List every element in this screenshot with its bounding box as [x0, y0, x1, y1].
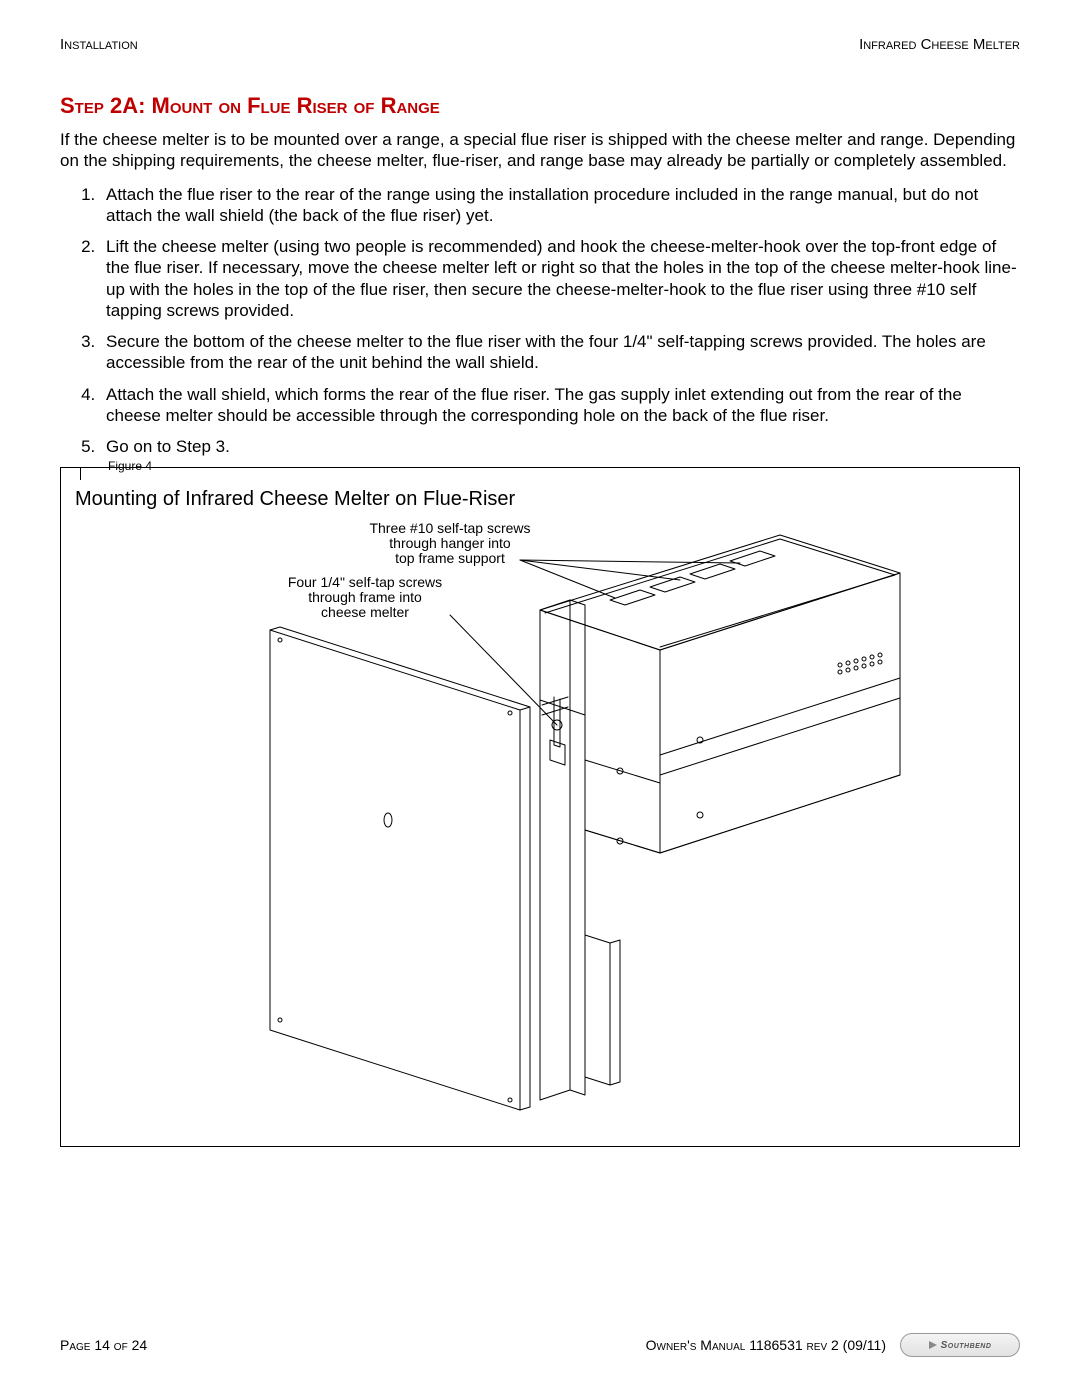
footer-right: Owner's Manual 1186531 rev 2 (09/11) Sou… — [646, 1333, 1020, 1357]
callout-left-line3: cheese melter — [321, 604, 409, 620]
brand-logo: Southbend — [900, 1333, 1020, 1357]
page-header: Installation Infrared Cheese Melter — [60, 36, 1020, 53]
callout-top-line3: top frame support — [395, 550, 505, 566]
callout-top-line1: Three #10 self-tap screws — [369, 520, 530, 536]
figure-title: Mounting of Infrared Cheese Melter on Fl… — [75, 488, 1005, 511]
step-item: Go on to Step 3. — [100, 436, 1020, 457]
brand-name: Southbend — [941, 1340, 992, 1351]
header-left: Installation — [60, 36, 138, 53]
document-page: Installation Infrared Cheese Melter Step… — [0, 0, 1080, 1187]
step-item: Secure the bottom of the cheese melter t… — [100, 331, 1020, 374]
step-item: Attach the wall shield, which forms the … — [100, 384, 1020, 427]
callout-left-line2: through frame into — [308, 589, 422, 605]
footer-manual: Owner's Manual 1186531 rev 2 (09/11) — [646, 1337, 886, 1353]
mounting-diagram: Three #10 self-tap screws through hanger… — [140, 515, 940, 1125]
header-right: Infrared Cheese Melter — [859, 36, 1020, 53]
steps-list: Attach the flue riser to the rear of the… — [60, 184, 1020, 458]
page-footer: Page 14 of 24 Owner's Manual 1186531 rev… — [60, 1333, 1020, 1357]
figure-box: Mounting of Infrared Cheese Melter on Fl… — [60, 467, 1020, 1147]
callout-top-line2: through hanger into — [389, 535, 511, 551]
intro-paragraph: If the cheese melter is to be mounted ov… — [60, 129, 1020, 172]
callout-left-line1: Four 1/4" self-tap screws — [288, 574, 442, 590]
figure-wrapper: Figure 4 Mounting of Infrared Cheese Mel… — [60, 467, 1020, 1147]
step-item: Attach the flue riser to the rear of the… — [100, 184, 1020, 227]
step-title: Step 2A: Mount on Flue Riser of Range — [60, 93, 1020, 119]
footer-page: Page 14 of 24 — [60, 1337, 147, 1353]
step-item: Lift the cheese melter (using two people… — [100, 236, 1020, 321]
